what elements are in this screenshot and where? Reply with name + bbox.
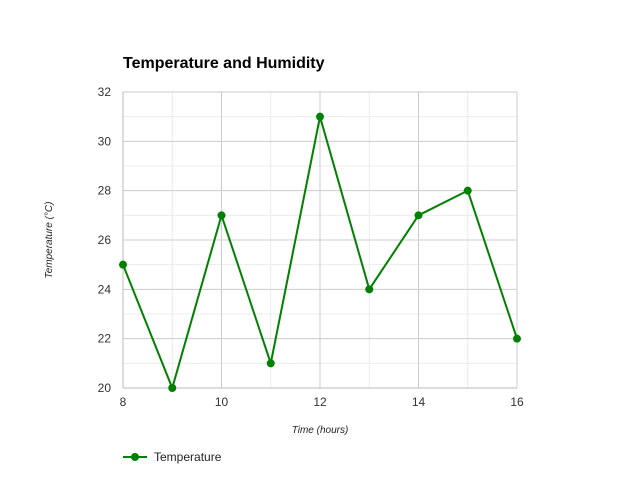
data-point [365,285,374,294]
data-point [414,211,423,220]
chart-title: Temperature and Humidity [123,55,325,72]
tick-labels: 20 22 24 26 28 30 32 8 10 12 14 16 [98,85,524,409]
data-point [463,186,472,195]
grid [122,91,518,389]
legend-marker [131,453,139,461]
data-point [119,260,127,269]
x-tick-label: 10 [215,395,229,409]
x-tick-label: 16 [510,395,524,409]
x-axis-title: Time (hours) [292,425,349,436]
y-tick-label: 20 [98,381,112,395]
legend-label: Temperature [154,450,222,464]
data-point [168,384,177,392]
x-tick-label: 8 [120,395,127,409]
data-point [513,334,521,343]
y-tick-label: 24 [98,282,112,296]
x-tick-label: 14 [412,395,426,409]
data-point [217,211,226,220]
axes [122,92,517,389]
y-axis-title: Temperature (°C) [44,202,55,279]
legend[interactable]: Temperature [123,450,222,464]
y-tick-label: 28 [98,184,112,198]
y-tick-label: 26 [98,233,112,247]
data-point [266,359,275,368]
y-tick-label: 32 [98,85,112,99]
x-tick-label: 12 [313,395,327,409]
y-tick-label: 30 [98,134,112,148]
series-layer [119,112,521,392]
y-tick-label: 22 [98,332,112,346]
data-point [316,112,324,121]
